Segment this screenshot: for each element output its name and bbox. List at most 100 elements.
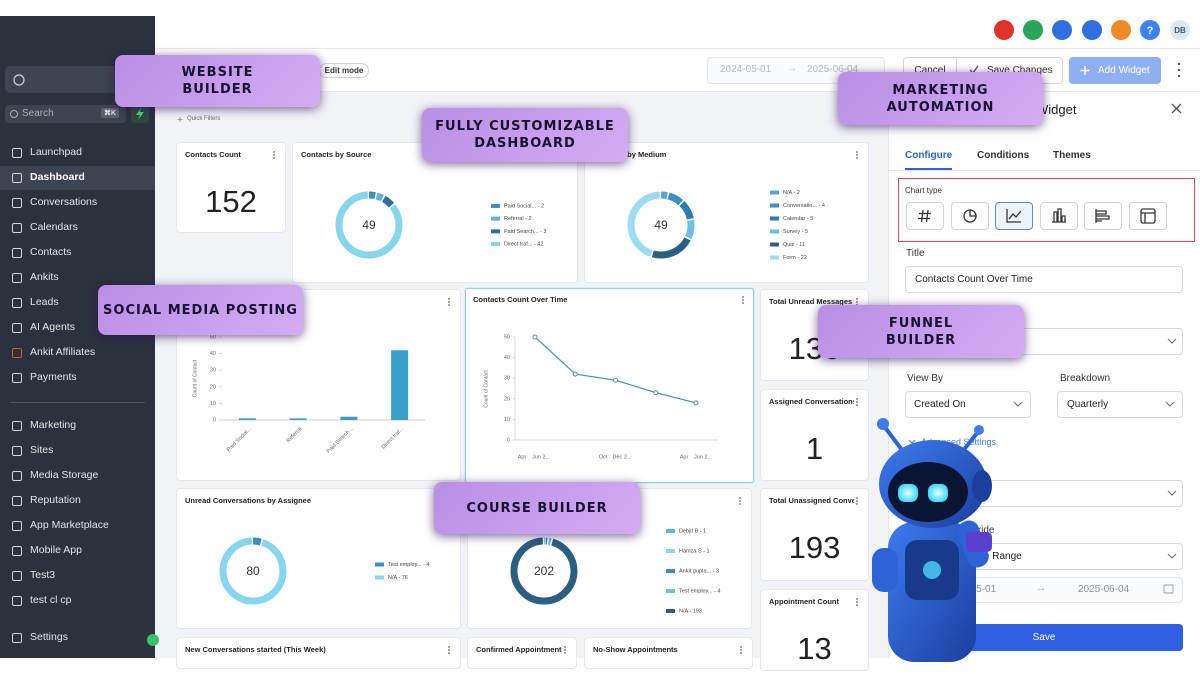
widget-card[interactable]: [465, 288, 754, 483]
nav-item[interactable]: Test3: [30, 569, 56, 581]
nav-item[interactable]: Mobile App: [30, 544, 82, 556]
widget-card[interactable]: [177, 143, 285, 232]
panel-tab[interactable]: Configure: [905, 150, 953, 161]
feature-callout: MARKETING AUTOMATION: [838, 72, 1043, 125]
widget-title: Total Unread Messages: [769, 297, 853, 306]
chart-type-button[interactable]: [906, 202, 944, 230]
chart-type-button[interactable]: [1129, 202, 1167, 230]
callout-text: WEBSITE: [181, 65, 254, 80]
nav-separator: [10, 402, 145, 403]
feature-callout: SOCIAL MEDIA POSTING: [98, 285, 303, 335]
nav-icon: [12, 546, 22, 556]
advanced-toggle[interactable]: Advanced Settings: [921, 437, 997, 447]
callout-text: MARKETING: [892, 82, 989, 98]
nav-icon: [12, 148, 22, 158]
chart-type-button[interactable]: [1084, 202, 1122, 230]
top-bar: [155, 16, 1200, 49]
widget-card[interactable]: [177, 638, 460, 668]
callout-text: BUILDER: [182, 82, 253, 97]
widget-card[interactable]: [761, 489, 868, 580]
widget-title: Appointment Count: [769, 597, 839, 606]
widget-title: Unread Conversations by Assignee: [185, 496, 312, 505]
dropdown[interactable]: Standard Date Range: [905, 543, 1183, 570]
nav-item[interactable]: Payments: [30, 371, 77, 383]
field-label: View By: [907, 373, 943, 384]
nav-item[interactable]: Sites: [30, 444, 54, 456]
edit-mode-pill[interactable]: Edit mode: [319, 63, 369, 78]
chart-type-highlight: [898, 178, 1195, 242]
sidebar: [0, 16, 155, 658]
nav-icon: [12, 596, 22, 606]
date-from: 2024-05-01: [720, 64, 772, 75]
nav-icon: [12, 496, 22, 506]
nav-active-bg: [0, 166, 155, 190]
nav-icon: [12, 223, 22, 233]
dropdown[interactable]: Quarterly: [1057, 391, 1183, 418]
nav-item[interactable]: Ankit Affiliates: [30, 346, 96, 358]
widget-card[interactable]: [761, 390, 868, 480]
callout-text: FULLY CUSTOMIZABLE: [435, 119, 615, 134]
search-box[interactable]: [5, 105, 126, 123]
nav-icon: [12, 446, 22, 456]
widget-card[interactable]: [468, 638, 576, 668]
date-arrow: →: [1036, 583, 1046, 594]
panel-tab[interactable]: Conditions: [977, 150, 1030, 161]
shortcut-badge: ⌘K: [101, 108, 120, 118]
nav-item[interactable]: Media Storage: [30, 469, 99, 481]
dropdown[interactable]: Created On: [905, 391, 1031, 418]
nav-item[interactable]: Ankits: [30, 271, 59, 283]
nav-item[interactable]: Settings: [30, 631, 68, 643]
widget-card[interactable]: [585, 143, 868, 282]
nav-icon: [12, 521, 22, 531]
nav-icon: [12, 273, 22, 283]
chart-type-button[interactable]: [1040, 202, 1078, 230]
quick-filters[interactable]: Quick Filters: [187, 116, 221, 122]
widget-card[interactable]: [293, 143, 577, 282]
panel-tab[interactable]: Themes: [1053, 150, 1091, 161]
tab-underline: [905, 168, 952, 170]
save-button[interactable]: Save: [905, 624, 1183, 651]
callout-text: SOCIAL MEDIA POSTING: [103, 302, 298, 318]
nav-icon: [12, 298, 22, 308]
nav-item[interactable]: test cl cp: [30, 594, 72, 606]
widget-card[interactable]: [585, 638, 752, 668]
nav-item[interactable]: Launchpad: [30, 146, 82, 158]
chart-type-button[interactable]: [995, 202, 1033, 230]
nav-item[interactable]: Conversations: [30, 196, 98, 208]
dropdown[interactable]: [905, 480, 1183, 507]
callout-text: COURSE BUILDER: [466, 500, 608, 516]
nav-item[interactable]: Marketing: [30, 419, 77, 431]
callout-text: FUNNEL: [888, 315, 954, 331]
nav-item[interactable]: Reputation: [30, 494, 81, 506]
widget-value: 13: [797, 631, 832, 666]
feature-callout: FUNNEL BUILDER: [818, 305, 1024, 358]
date-to: 2025-06-04: [807, 64, 859, 75]
nav-item[interactable]: AI Agents: [30, 321, 75, 333]
text-input[interactable]: Contacts Count Over Time: [905, 266, 1183, 293]
chart-type-button[interactable]: [951, 202, 989, 230]
field-label: Title: [906, 248, 925, 259]
nav-icon: [12, 571, 22, 581]
nav-item[interactable]: Contacts: [30, 246, 72, 258]
nav-icon: [12, 198, 22, 208]
add-widget-button[interactable]: Add Widget: [1069, 57, 1161, 84]
widget-title: Total Unassigned Conversations: [769, 496, 854, 505]
widget-card[interactable]: [761, 590, 868, 670]
nav-item[interactable]: Calendars: [30, 221, 78, 233]
widget-card[interactable]: [177, 489, 460, 628]
widget-title: Contacts Count Over Time: [473, 295, 568, 304]
field-label: Breakdown: [1060, 373, 1111, 384]
widget-title: Contacts Count: [185, 150, 241, 159]
field-label: Chart type: [905, 186, 942, 195]
callout-text: BUILDER: [885, 332, 957, 348]
widget-title: New Conversations started (This Week): [185, 645, 326, 654]
search-placeholder: Search: [22, 108, 54, 119]
quick-action-button[interactable]: [131, 105, 149, 123]
nav-item[interactable]: Dashboard: [30, 171, 85, 183]
nav-item[interactable]: Leads: [30, 296, 59, 308]
nav-item[interactable]: App Marketplace: [30, 519, 109, 531]
nav-icon: [12, 173, 22, 183]
widget-value: 1: [805, 431, 824, 466]
tab-divider: [888, 170, 1200, 171]
